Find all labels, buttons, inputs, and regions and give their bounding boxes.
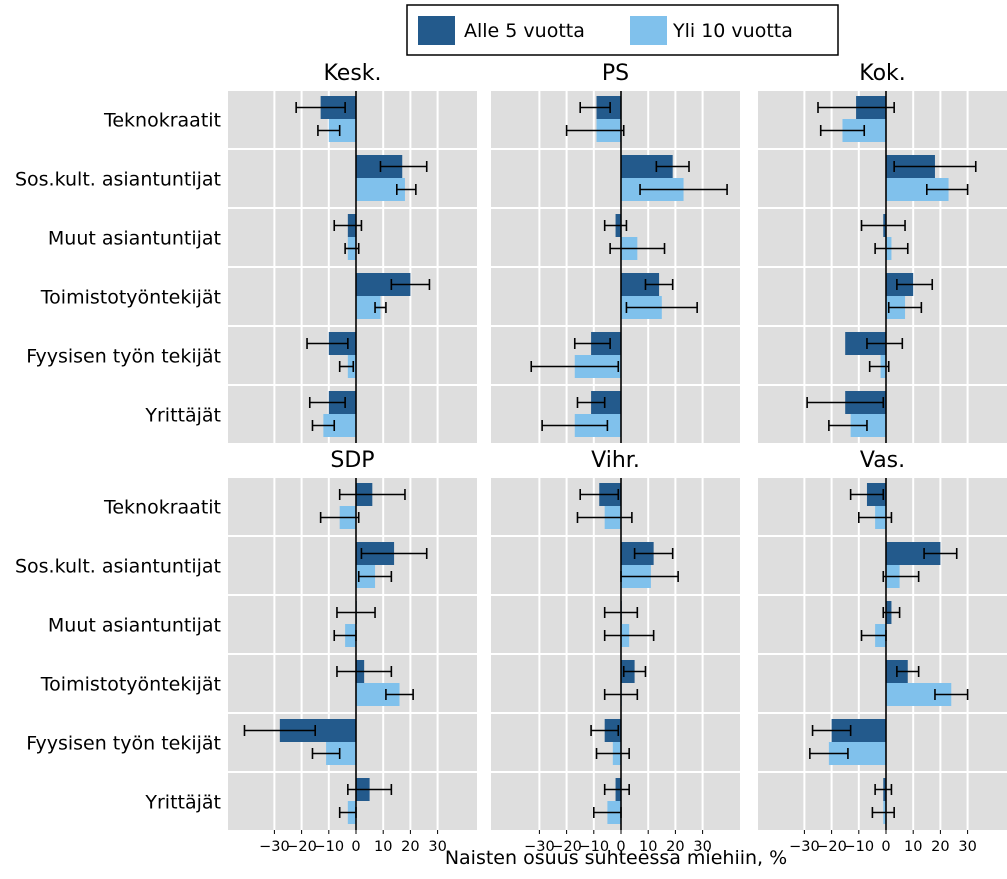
x-tick-label: 30: [693, 839, 711, 855]
category-label: Muut asiantuntijat: [48, 228, 221, 250]
bar-alle-5-vuotta-sos-kult-asiantuntijat: [886, 542, 941, 565]
legend-frame: [406, 4, 839, 56]
bar-alle-5-vuotta-yrittajat: [591, 391, 621, 414]
panel-title: Vihr.: [591, 448, 640, 473]
panel-kesk: Kesk. Teknokraatit Sos.kult. asiantuntijat…: [15, 61, 477, 443]
bar-yli-10-vuotta-toimistotyontekijat: [356, 683, 400, 706]
panel-band: [491, 150, 740, 207]
x-tick-label: −30: [259, 839, 290, 855]
category-label: Teknokraatit: [103, 110, 221, 132]
x-tick-label: 0: [351, 839, 360, 855]
panel-title: Kesk.: [323, 61, 381, 86]
x-tick-label: 0: [881, 839, 890, 855]
category-label: Yrittäjät: [144, 792, 221, 814]
panel-band: [758, 209, 1007, 266]
category-label: Fyysisen työn tekijät: [26, 346, 221, 368]
panel-band: [758, 537, 1007, 594]
bar-yli-10-vuotta-sos-kult-asiantuntijat: [886, 178, 949, 201]
x-axis-title: Naisten osuus suhteessa miehiin, %: [445, 847, 787, 869]
bar-yli-10-vuotta-yrittajat: [323, 414, 356, 437]
category-label: Toimistotyöntekijät: [40, 674, 221, 696]
panel-band: [228, 655, 477, 712]
bar-yli-10-vuotta-sos-kult-asiantuntijat: [356, 178, 405, 201]
x-tick-label: −20: [816, 839, 847, 855]
x-tick-label: −10: [578, 839, 609, 855]
category-label: Sos.kult. asiantuntijat: [15, 169, 221, 191]
legend-label-alle-5-vuotta: Alle 5 vuotta: [464, 20, 585, 42]
panel-band: [758, 773, 1007, 830]
panels: Kesk. Teknokraatit Sos.kult. asiantuntijat…: [15, 61, 1007, 855]
x-tick-label: −30: [789, 839, 820, 855]
x-tick-label: 10: [374, 839, 392, 855]
bar-alle-5-vuotta-fyysisen-tyon-tekijat: [279, 719, 356, 742]
panel-ps: PS: [491, 61, 740, 443]
legend-swatch-yli-10-vuotta: [630, 16, 667, 45]
panel-band: [491, 596, 740, 653]
panel-band: [758, 268, 1007, 325]
bar-alle-5-vuotta-sos-kult-asiantuntijat: [621, 155, 673, 178]
panel-band: [491, 268, 740, 325]
bar-yli-10-vuotta-teknokraatit: [328, 119, 356, 142]
x-tick-label: 0: [616, 839, 625, 855]
panel-band: [491, 209, 740, 266]
panel-vas: Vas. −30−20−10 0 10 20 30: [758, 448, 1007, 855]
panel-band: [758, 150, 1007, 207]
panel-title: Vas.: [860, 448, 905, 473]
x-tick-label: 30: [428, 839, 446, 855]
panel-title: SDP: [330, 448, 374, 473]
panel-vihr: Vihr. −30−20−10 0 10 20 30: [491, 448, 740, 855]
category-label: Toimistotyöntekijät: [40, 287, 221, 309]
panel-band: [228, 537, 477, 594]
x-tick-label: 10: [639, 839, 657, 855]
category-label: Fyysisen työn tekijät: [26, 733, 221, 755]
bar-yli-10-vuotta-toimistotyontekijat: [356, 296, 381, 319]
x-tick-label: −20: [286, 839, 317, 855]
bar-alle-5-vuotta-toimistotyontekijat: [621, 273, 660, 296]
panel-band: [758, 655, 1007, 712]
x-tick-label: 30: [958, 839, 976, 855]
bar-yli-10-vuotta-toimistotyontekijat: [886, 683, 952, 706]
x-tick-label: 20: [401, 839, 419, 855]
x-tick-label: −20: [551, 839, 582, 855]
x-tick-label: 20: [666, 839, 684, 855]
legend-swatch-alle-5-vuotta: [418, 16, 455, 45]
category-label: Teknokraatit: [103, 497, 221, 519]
x-tick-label: 20: [931, 839, 949, 855]
category-label: Sos.kult. asiantuntijat: [15, 556, 221, 578]
bar-yli-10-vuotta-fyysisen-tyon-tekijat: [828, 742, 886, 765]
category-label: Yrittäjät: [144, 405, 221, 427]
bar-alle-5-vuotta-toimistotyontekijat: [356, 273, 411, 296]
x-tick-label: −10: [843, 839, 874, 855]
panel-title: PS: [602, 61, 629, 86]
x-tick-label: −10: [313, 839, 344, 855]
category-label: Muut asiantuntijat: [48, 615, 221, 637]
bar-alle-5-vuotta-fyysisen-tyon-tekijat: [845, 332, 886, 355]
panel-band: [491, 655, 740, 712]
x-tick-label: 10: [904, 839, 922, 855]
panel-kok: Kok.: [758, 61, 1007, 443]
x-tick-label: −30: [524, 839, 555, 855]
panel-band: [228, 268, 477, 325]
panel-title: Kok.: [859, 61, 906, 86]
panel-band: [491, 537, 740, 594]
bar-alle-5-vuotta-sos-kult-asiantuntijat: [356, 155, 403, 178]
panel-band: [228, 150, 477, 207]
bar-yli-10-vuotta-fyysisen-tyon-tekijat: [326, 742, 356, 765]
bar-yli-10-vuotta-yrittajat: [850, 414, 886, 437]
legend: Alle 5 vuotta Yli 10 vuotta: [406, 4, 839, 56]
bar-alle-5-vuotta-fyysisen-tyon-tekijat: [831, 719, 886, 742]
panel-sdp: SDP Teknokraatit Sos.kult. asiantuntijat Mu…: [15, 448, 477, 855]
legend-label-yli-10-vuotta: Yli 10 vuotta: [672, 20, 793, 42]
